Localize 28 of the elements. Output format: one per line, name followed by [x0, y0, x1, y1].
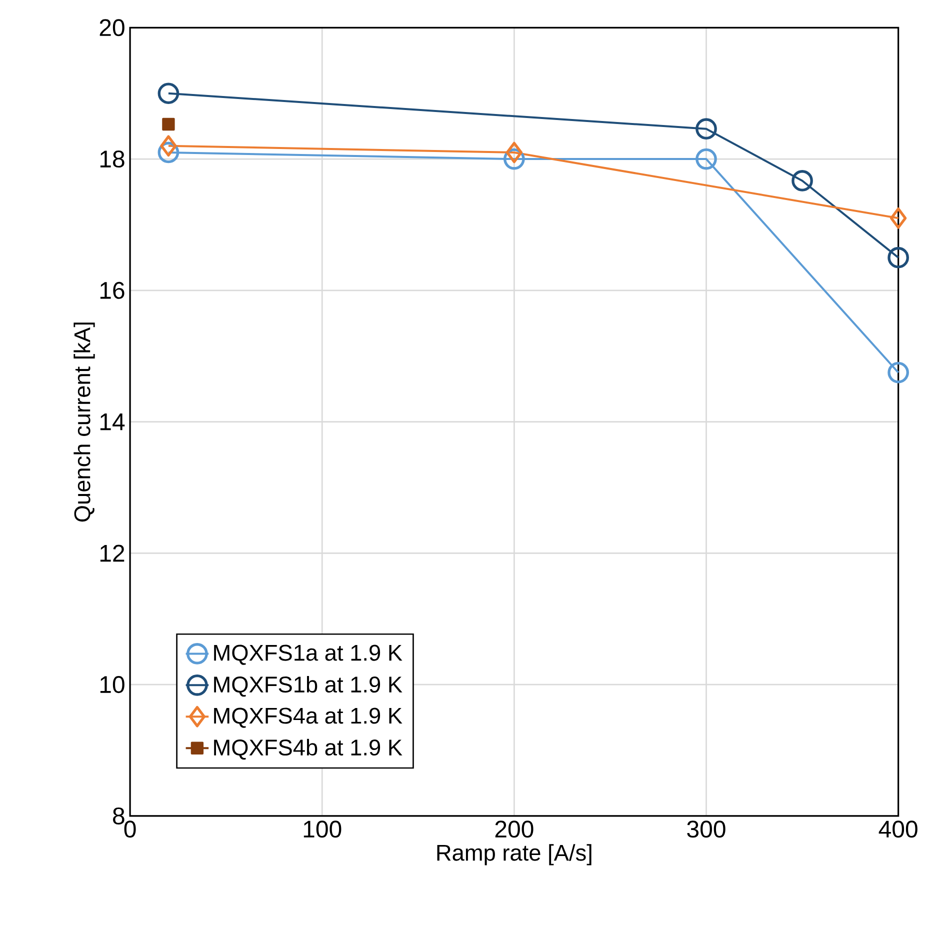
x-tick-label: 0 — [124, 820, 136, 838]
point — [887, 246, 909, 268]
point — [160, 135, 177, 157]
y-tick-label: 8 — [112, 807, 124, 824]
legend-label: MQXFS4a at 1.9 K — [214, 708, 402, 728]
x-tick-label: 300 — [686, 820, 726, 838]
y-tick-label: 18 — [100, 150, 124, 168]
y-tick-label: 20 — [100, 19, 124, 36]
legend-label: MQXFS1a at 1.9 K — [214, 644, 402, 665]
x-tick-label: 400 — [878, 820, 918, 838]
y-tick-label: 12 — [100, 544, 124, 562]
point — [887, 362, 909, 384]
point — [162, 118, 175, 131]
legend-label: MQXFS1b at 1.9 K — [214, 676, 402, 697]
point — [158, 82, 179, 104]
x-tick-label: 200 — [495, 820, 534, 838]
x-axis-title: Ramp rate [A/s] — [437, 844, 592, 866]
point — [791, 170, 813, 192]
x-tick-label: 100 — [304, 820, 342, 838]
legend-label: MQXFS4b at 1.9 K — [214, 738, 402, 760]
point — [695, 148, 717, 170]
point — [890, 208, 906, 229]
point — [506, 142, 522, 164]
y-tick-label: 14 — [100, 414, 124, 430]
y-axis-title: Quench current [kA] — [74, 322, 95, 522]
y-tick-label: 16 — [100, 282, 124, 299]
y-tick-label: 10 — [100, 676, 124, 694]
point — [695, 118, 717, 140]
